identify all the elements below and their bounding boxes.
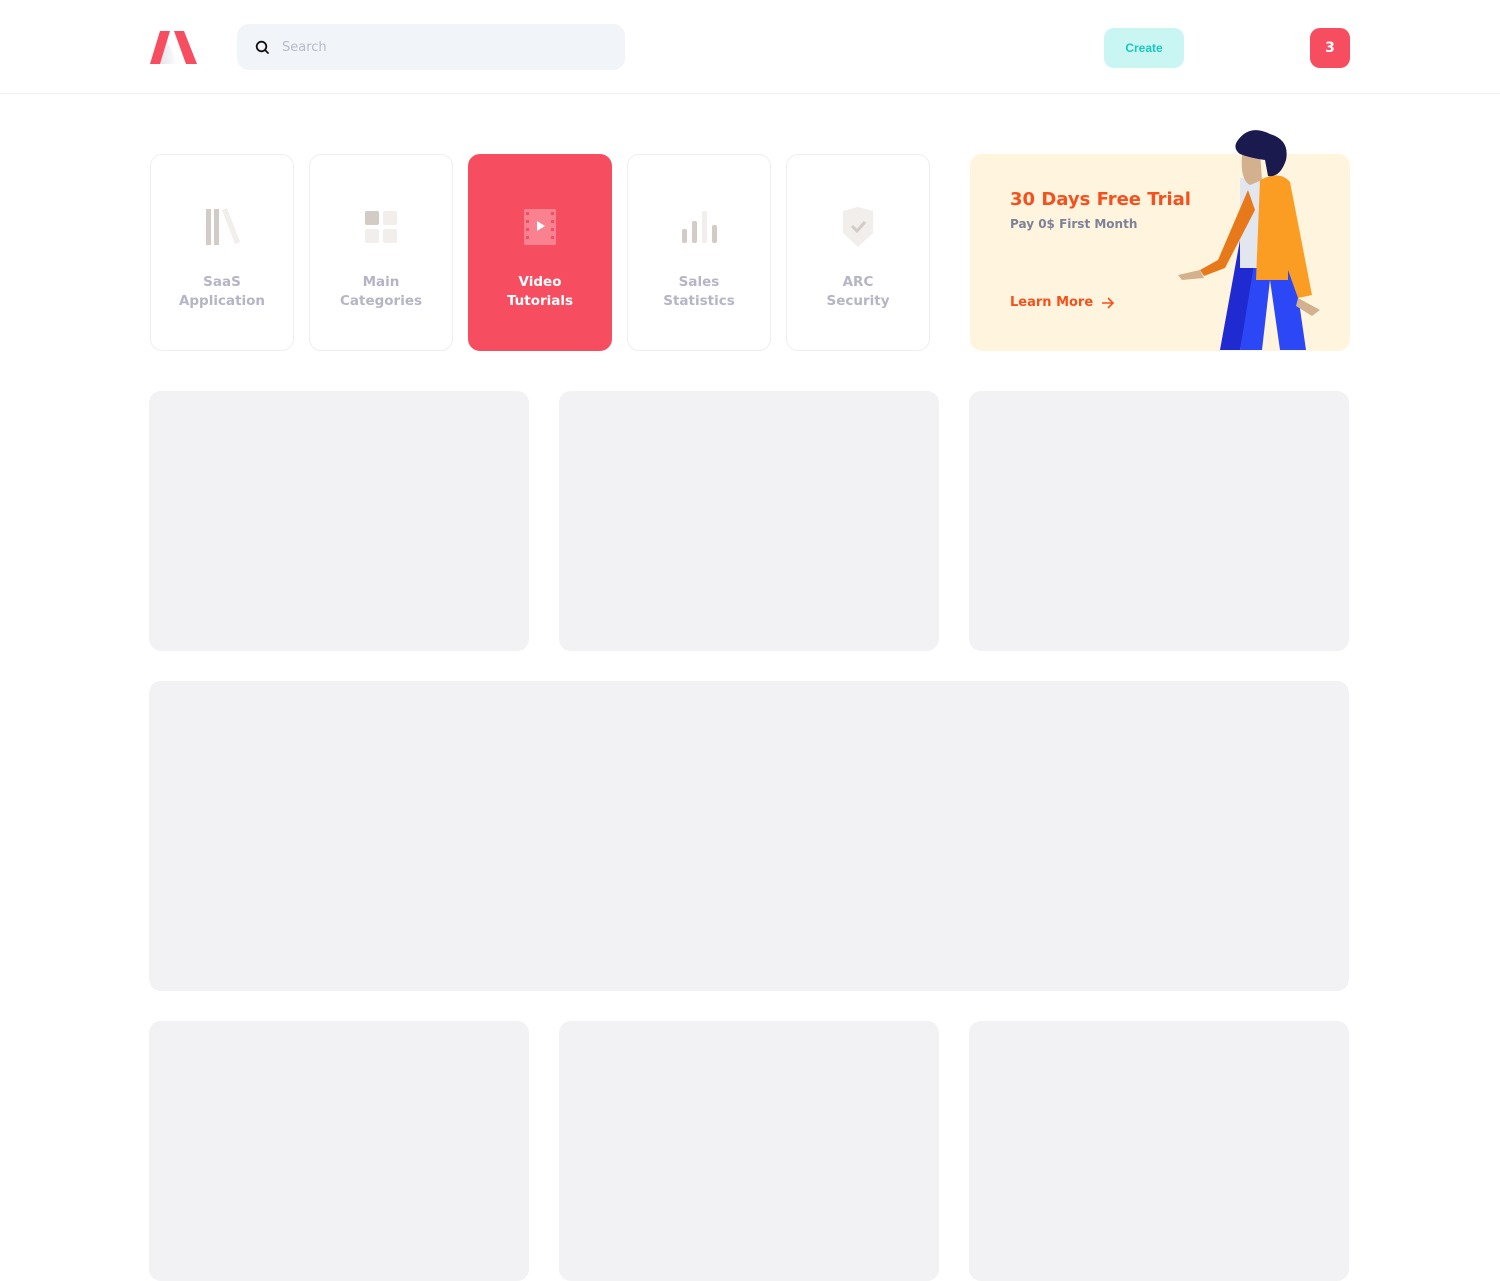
grid-icon [365,211,397,243]
category-label: Sales Statistics [663,274,735,309]
content-card-placeholder [969,391,1349,651]
create-button[interactable]: Create [1104,28,1184,68]
shield-check-icon [843,207,873,247]
logo-icon [150,31,197,64]
category-sales-statistics[interactable]: Sales Statistics [627,154,771,351]
category-label: SaaS Application [178,274,266,309]
content-card-placeholder [559,1021,939,1281]
promo-title: 30 Days Free Trial [1010,189,1191,210]
bar-chart-icon [682,211,717,243]
learn-more-label: Learn More [1010,295,1094,310]
content-card-placeholder [149,1021,529,1281]
category-label: ARC Security [826,274,890,309]
content-card-placeholder [559,391,939,651]
wide-card-placeholder [149,681,1349,991]
arrow-right-icon [1102,296,1115,309]
category-arc-security[interactable]: ARC Security [786,154,930,351]
content-card-placeholder [969,1021,1349,1281]
logo[interactable] [150,31,197,64]
content-card-placeholder [149,391,529,651]
search-bar[interactable] [237,24,625,70]
category-main-categories[interactable]: Main Categories [309,154,453,351]
category-video-tutorials[interactable]: Video Tutorials [468,154,612,351]
category-label: Main Categories [339,274,423,309]
promo-subtitle: Pay 0$ First Month [1010,217,1138,231]
category-label: Video Tutorials [506,274,574,309]
search-input[interactable] [282,39,582,55]
free-trial-banner: 30 Days Free Trial Pay 0$ First Month Le… [970,130,1350,351]
top-header [0,0,1500,94]
search-icon [255,40,269,54]
category-saas-application[interactable]: SaaS Application [150,154,294,351]
video-icon [524,209,556,245]
notification-badge[interactable]: 3 [1310,28,1350,68]
learn-more-link[interactable]: Learn More [1010,295,1115,310]
library-icon [206,208,240,245]
person-illustration [1178,130,1320,350]
